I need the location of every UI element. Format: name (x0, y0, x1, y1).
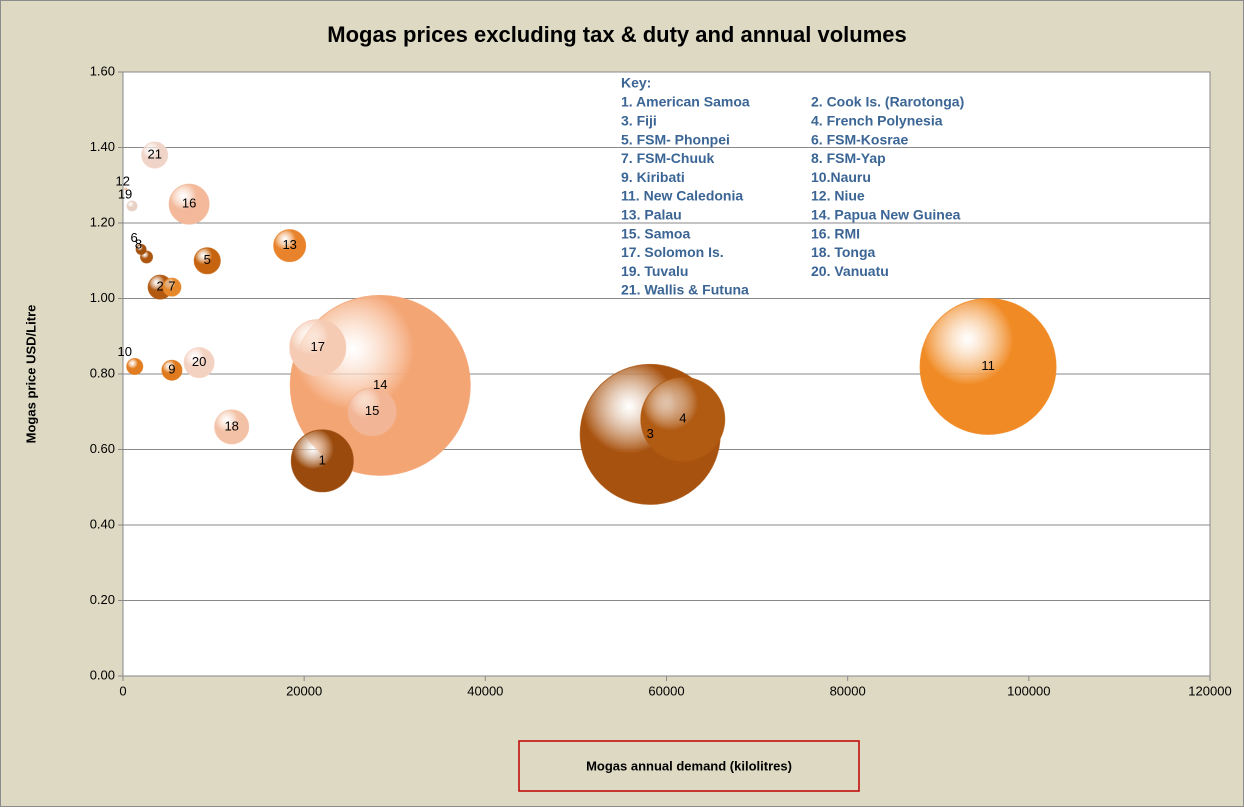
data-label: 1 (319, 452, 326, 467)
key-item: 11. New Caledonia (621, 188, 743, 204)
key-item: 17. Solomon Is. (621, 244, 724, 260)
y-axis-title: Mogas price USD/Litre (23, 305, 38, 444)
data-label: 9 (168, 362, 175, 377)
x-tick-label: 60000 (648, 683, 684, 698)
y-tick-label: 1.20 (90, 214, 115, 229)
bubble (135, 243, 147, 255)
x-tick-label: 20000 (286, 683, 322, 698)
key-item: 5. FSM- Phonpei (621, 131, 730, 147)
data-label: 11 (981, 358, 995, 373)
x-tick-label: 120000 (1188, 683, 1231, 698)
data-label: 13 (282, 237, 296, 252)
bubble (290, 429, 354, 493)
data-label: 4 (679, 411, 686, 426)
data-label: 21 (147, 146, 161, 161)
x-tick-label: 100000 (1007, 683, 1050, 698)
bubble (347, 387, 397, 437)
data-label: 3 (647, 426, 654, 441)
y-tick-label: 0.60 (90, 441, 115, 456)
key-item: 13. Palau (621, 207, 682, 223)
data-label: 19 (118, 186, 132, 201)
bubble (161, 359, 183, 381)
data-label: 18 (224, 418, 238, 433)
key-item: 4. French Polynesia (811, 113, 943, 129)
data-label: 8 (135, 236, 142, 251)
bubble (141, 141, 169, 169)
key-item: 18. Tonga (811, 244, 876, 260)
key-item: 20. Vanuatu (811, 263, 889, 279)
data-label: 2 (157, 279, 164, 294)
y-tick-label: 1.00 (90, 290, 115, 305)
data-label: 15 (365, 403, 379, 418)
y-tick-label: 1.40 (90, 139, 115, 154)
bubble (162, 277, 182, 297)
x-tick-label: 0 (119, 683, 126, 698)
data-label: 16 (182, 196, 196, 211)
y-tick-label: 0.20 (90, 592, 115, 607)
data-label: 17 (311, 339, 325, 354)
y-tick-label: 0.40 (90, 516, 115, 531)
y-tick-label: 0.80 (90, 365, 115, 380)
y-tick-label: 0.00 (90, 667, 115, 682)
data-label: 5 (204, 252, 211, 267)
data-label: 20 (192, 354, 206, 369)
key-item: 1. American Samoa (621, 94, 750, 110)
data-label: 7 (168, 279, 175, 294)
key-item: 7. FSM-Chuuk (621, 150, 715, 166)
y-tick-label: 1.60 (90, 63, 115, 78)
bubble (214, 409, 250, 445)
data-label: 14 (373, 377, 387, 392)
data-label: 12 (115, 173, 129, 188)
bubble (640, 376, 726, 462)
bubble (919, 297, 1057, 435)
chart-title: Mogas prices excluding tax & duty and an… (327, 22, 906, 47)
key-title: Key: (621, 75, 651, 91)
key-item: 2. Cook Is. (Rarotonga) (811, 94, 964, 110)
key-item: 21. Wallis & Futuna (621, 282, 749, 298)
x-axis-title-box (518, 740, 860, 792)
key-item: 6. FSM-Kosrae (811, 131, 908, 147)
x-tick-label: 40000 (467, 683, 503, 698)
key-item: 9. Kiribati (621, 169, 685, 185)
bubble (193, 247, 221, 275)
x-tick-label: 80000 (830, 683, 866, 698)
key-item: 14. Papua New Guinea (811, 207, 961, 223)
bubble (289, 319, 347, 377)
key-item: 15. Samoa (621, 225, 690, 241)
bubble (124, 187, 128, 191)
bubble (183, 347, 215, 379)
data-label: 10 (118, 344, 132, 359)
key-item: 16. RMI (811, 225, 860, 241)
bubble (273, 229, 307, 263)
key-item: 8. FSM-Yap (811, 150, 886, 166)
bubble (126, 200, 138, 212)
bubble (168, 183, 210, 225)
key-item: 10.Nauru (811, 169, 871, 185)
key-item: 3. Fiji (621, 113, 657, 129)
bubble (126, 357, 144, 375)
data-label: 6 (130, 230, 137, 245)
key-item: 19. Tuvalu (621, 263, 688, 279)
key-item: 12. Niue (811, 188, 865, 204)
x-axis-title: Mogas annual demand (kilolitres) (586, 758, 792, 773)
